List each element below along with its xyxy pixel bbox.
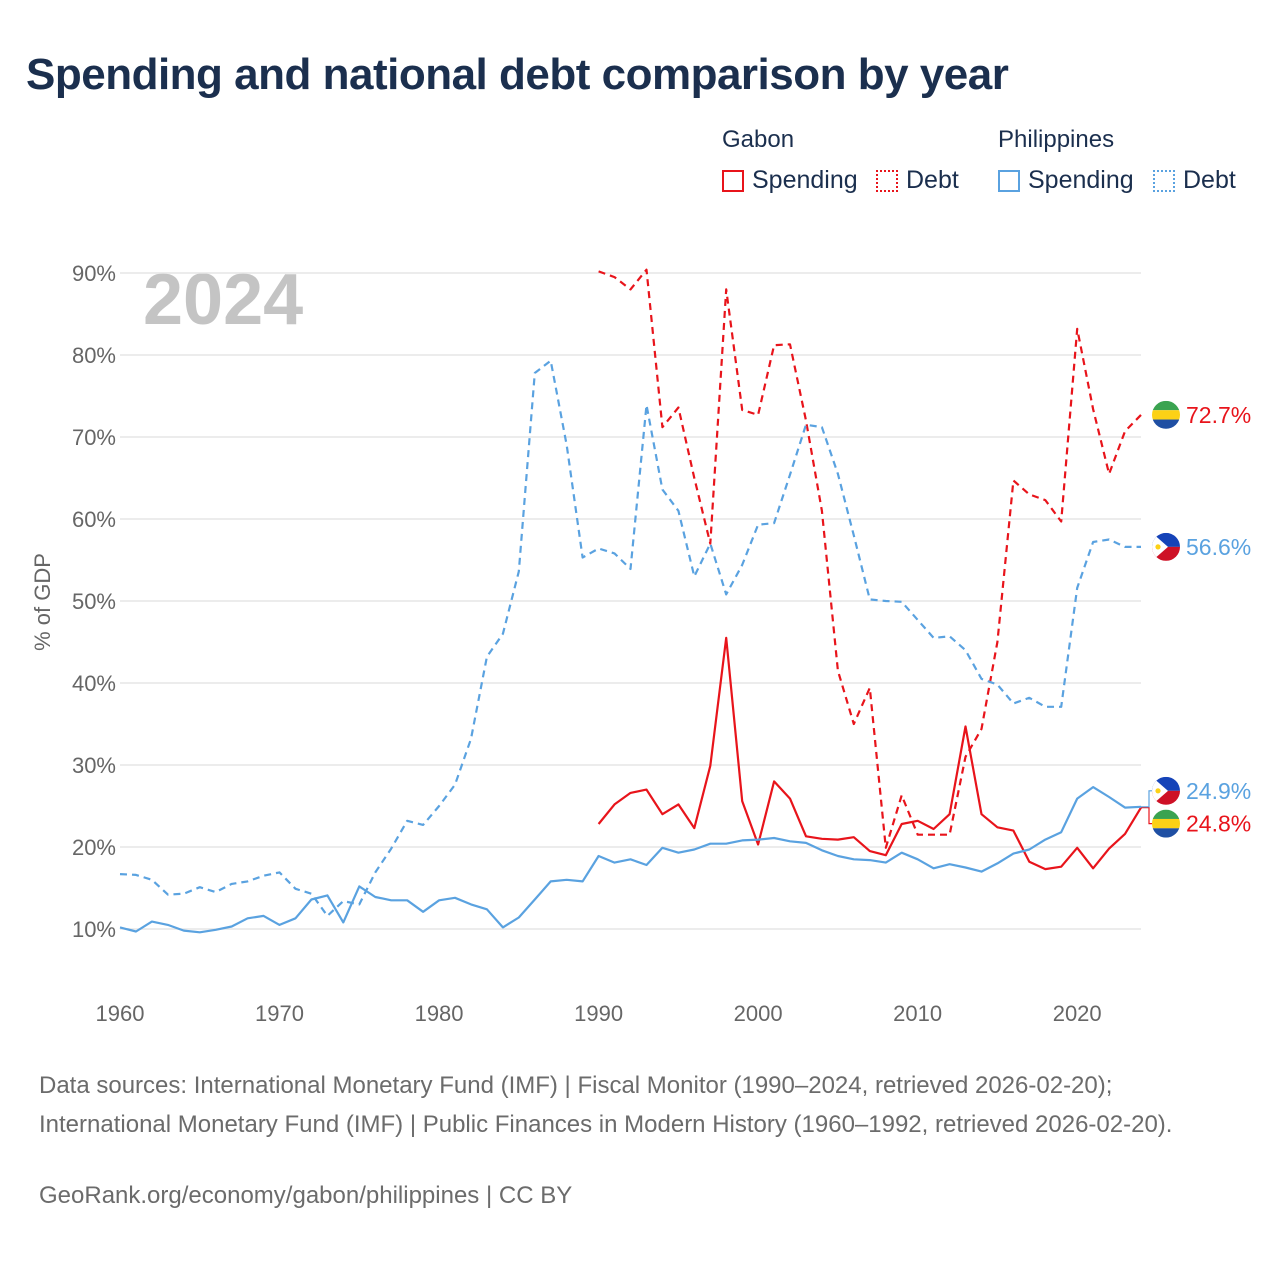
legend-philippines-debt[interactable]: Debt	[1153, 166, 1236, 195]
x-tick-label-2000: 2000	[734, 1001, 783, 1026]
x-tick-label-1970: 1970	[255, 1001, 304, 1026]
flag-philippines-spending-body	[1152, 776, 1180, 805]
flag-gabon-debt	[1152, 400, 1180, 429]
series-line-gabon-debt	[598, 268, 1142, 849]
x-tick-label-1960: 1960	[96, 1001, 145, 1026]
flag-gabon-spending-yellow-band	[1152, 818, 1180, 829]
flag-gabon-spending-green-band	[1152, 809, 1180, 819]
y-tick-label-10: 10%	[72, 917, 116, 942]
legend-gabon-spending[interactable]: Spending	[722, 166, 858, 195]
flag-philippines-debt-sun	[1155, 544, 1161, 550]
end-label-philippines-spending: 24.9%	[1186, 778, 1251, 804]
legend-gabon-debt[interactable]: Debt	[876, 166, 959, 195]
gridlines	[120, 272, 1141, 930]
series-line-philippines-spending	[119, 785, 1142, 934]
legend-philippines-spending[interactable]: Spending	[998, 166, 1134, 195]
flag-philippines-debt-body	[1152, 532, 1180, 561]
flag-gabon-debt-blue-band	[1152, 419, 1180, 429]
legend-philippines-debt-swatch	[1153, 169, 1175, 192]
end-markers: 24.8% 72.7% 24.9% 56.6%	[1141, 400, 1251, 838]
end-label-gabon-spending: 24.8%	[1186, 811, 1251, 837]
x-tick-label-1980: 1980	[415, 1001, 464, 1026]
credit-link[interactable]: GeoRank.org/economy/gabon/philippines | …	[39, 1182, 573, 1209]
connector-philippines-spending	[1141, 790, 1152, 808]
x-tick-labels: 1960 1970 1980 1990 2000 2010 2020	[96, 1001, 1102, 1026]
flag-gabon-debt-green-band	[1152, 400, 1180, 411]
legend-group-gabon: Gabon	[722, 126, 795, 153]
end-label-gabon-debt: 72.7%	[1186, 402, 1251, 428]
y-tick-label-50: 50%	[72, 589, 116, 614]
y-tick-label-70: 70%	[72, 425, 116, 450]
flag-philippines-spending-sun	[1155, 788, 1161, 794]
legend-philippines-spending-label: Spending	[1028, 166, 1134, 194]
flag-philippines-debt	[1152, 532, 1180, 561]
x-tick-label-2010: 2010	[893, 1001, 942, 1026]
end-label-philippines-debt: 56.6%	[1186, 534, 1251, 560]
series-line-philippines-debt	[119, 359, 1141, 918]
legend-philippines-debt-label: Debt	[1183, 166, 1236, 194]
x-tick-label-1990: 1990	[574, 1001, 623, 1026]
chart-svg: 2024 % of GDP 10% 20% 30% 40% 50% 60% 70% 80% 90…	[30, 260, 1251, 1026]
flag-gabon-debt-body	[1152, 400, 1180, 429]
y-tick-label-80: 80%	[72, 343, 116, 368]
legend-philippines-spending-swatch	[998, 169, 1020, 192]
legend-group-philippines: Philippines	[998, 126, 1115, 153]
flag-gabon-debt-yellow-band	[1152, 410, 1180, 420]
flag-gabon-spending-blue-band	[1152, 828, 1180, 838]
flag-gabon-spending-body	[1152, 809, 1180, 838]
data-sources: Data sources: International Monetary Fun…	[39, 1072, 1173, 1138]
connector-gabon-spending	[1141, 807, 1152, 825]
x-tick-label-2020: 2020	[1053, 1001, 1102, 1026]
y-tick-label-20: 20%	[72, 835, 116, 860]
flag-philippines-spending	[1152, 776, 1180, 805]
legend-gabon-debt-label: Debt	[906, 166, 959, 194]
y-tick-label-60: 60%	[72, 507, 116, 532]
year-watermark: 2024	[143, 260, 303, 340]
series-lines	[119, 268, 1142, 934]
y-tick-label-30: 30%	[72, 753, 116, 778]
y-tick-label-90: 90%	[72, 261, 116, 286]
legend-gabon-spending-swatch	[722, 169, 744, 192]
legend-gabon-debt-swatch	[876, 169, 898, 192]
y-tick-labels: 10% 20% 30% 40% 50% 60% 70% 80% 90%	[72, 261, 116, 942]
y-tick-label-40: 40%	[72, 671, 116, 696]
legend-gabon-spending-label: Spending	[752, 166, 858, 194]
flag-gabon-spending	[1152, 809, 1180, 838]
y-axis-label: % of GDP	[30, 553, 55, 651]
series-line-gabon-spending	[597, 636, 1142, 871]
chart-title: Spending and national debt comparison by…	[26, 50, 1009, 99]
